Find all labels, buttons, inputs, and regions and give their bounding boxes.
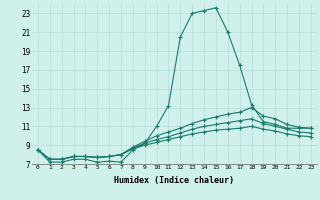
X-axis label: Humidex (Indice chaleur): Humidex (Indice chaleur) [115,176,234,185]
